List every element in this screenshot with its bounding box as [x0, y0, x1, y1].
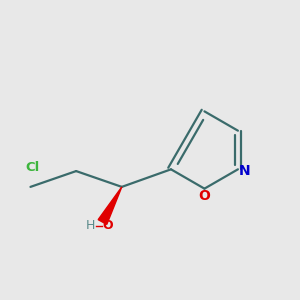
- Text: O: O: [102, 219, 113, 232]
- Text: O: O: [199, 189, 210, 203]
- Text: Cl: Cl: [25, 161, 39, 174]
- Polygon shape: [98, 187, 122, 224]
- Text: N: N: [238, 164, 250, 178]
- Text: H: H: [85, 219, 95, 232]
